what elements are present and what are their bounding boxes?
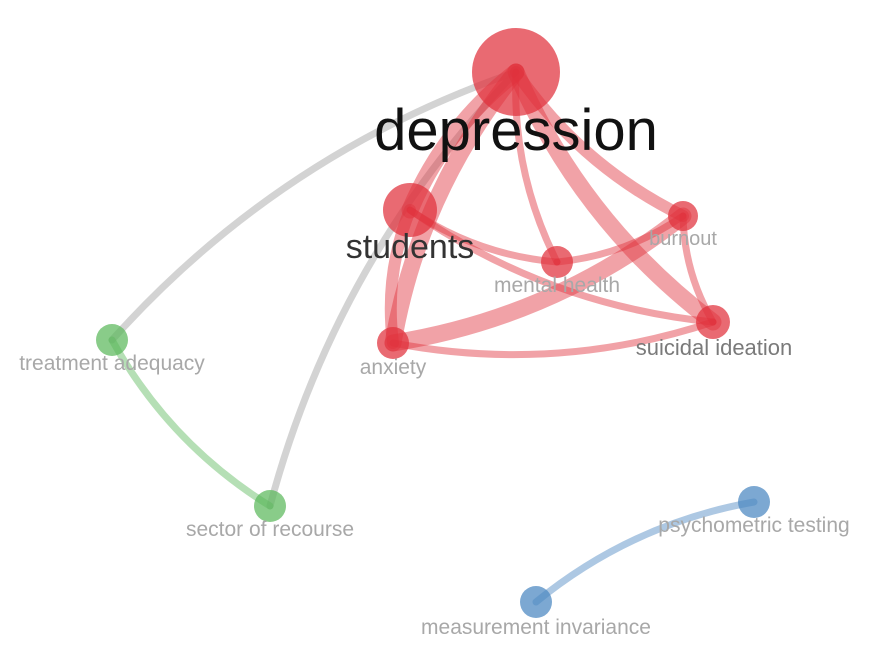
- label-anxiety[interactable]: anxiety: [360, 356, 427, 379]
- link-depression-sector-of-recourse: [266, 68, 520, 510]
- nodes-layer: [96, 28, 770, 618]
- node-sector-of-recourse[interactable]: [254, 490, 286, 522]
- label-mental-health[interactable]: mental health: [494, 274, 620, 297]
- node-psychometric-testing[interactable]: [738, 486, 770, 518]
- label-measurement-invariance[interactable]: measurement invariance: [421, 616, 651, 639]
- node-students[interactable]: [383, 183, 437, 237]
- node-measurement-invariance[interactable]: [520, 586, 552, 618]
- label-sector-of-recourse[interactable]: sector of recourse: [186, 518, 354, 541]
- node-treatment-adequacy[interactable]: [96, 324, 128, 356]
- label-students[interactable]: students: [346, 228, 475, 266]
- node-suicidal-ideation[interactable]: [696, 305, 730, 339]
- label-psychometric-testing[interactable]: psychometric testing: [658, 514, 849, 537]
- link-psychometric-testing-measurement-invariance: [532, 498, 758, 606]
- label-depression[interactable]: depression: [374, 98, 658, 163]
- node-burnout[interactable]: [668, 201, 698, 231]
- node-anxiety[interactable]: [377, 327, 409, 359]
- label-suicidal-ideation[interactable]: suicidal ideation: [636, 335, 793, 360]
- link-students-suicidal-ideation: [406, 206, 717, 326]
- link-treatment-adequacy-sector-of-recourse: [108, 336, 274, 510]
- node-mental-health[interactable]: [541, 246, 573, 278]
- link-depression-treatment-adequacy: [108, 68, 520, 344]
- labels-layer: depression students burnout mental health an…: [19, 98, 850, 639]
- label-treatment-adequacy[interactable]: treatment adequacy: [19, 352, 205, 375]
- link-anxiety-burnout: [384, 207, 692, 352]
- label-burnout[interactable]: burnout: [649, 228, 717, 250]
- link-anxiety-suicidal-ideation: [389, 318, 717, 359]
- node-depression[interactable]: [472, 28, 560, 116]
